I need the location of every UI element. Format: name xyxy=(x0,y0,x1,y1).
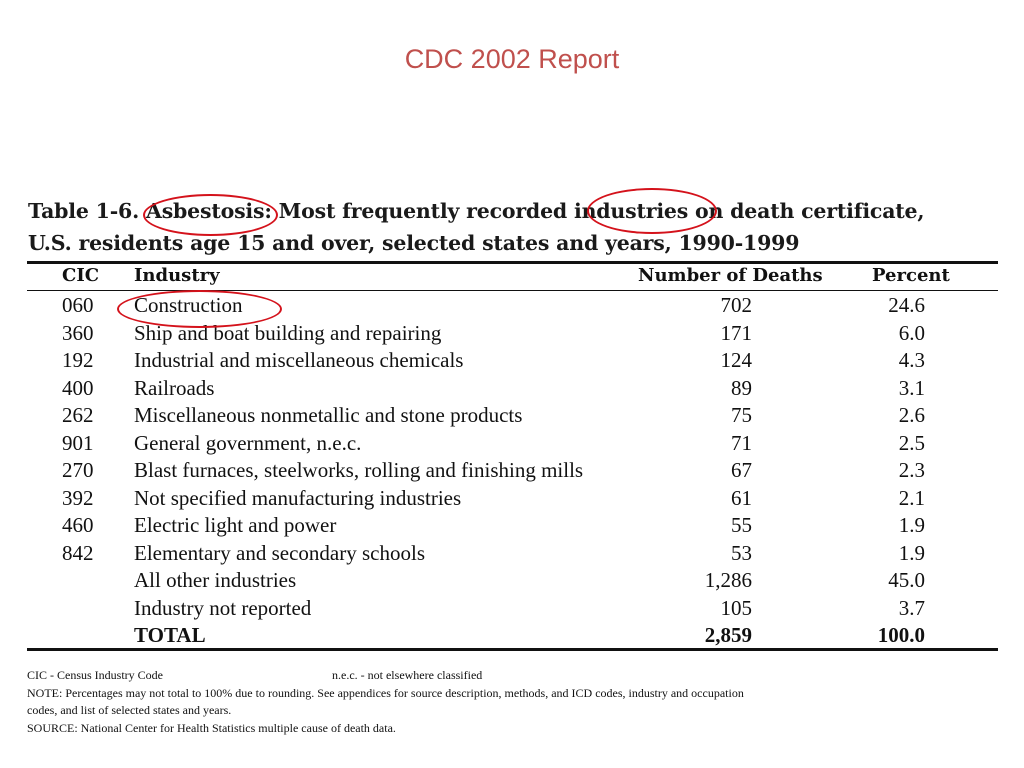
footnote-note-line-1: NOTE: Percentages may not total to 100% … xyxy=(27,685,744,700)
header-cic: CIC xyxy=(62,265,100,286)
cell-percent: 2.3 xyxy=(898,458,925,482)
table-body: 060 Construction 702 24.6 360 Ship and b… xyxy=(0,292,1024,650)
cell-industry: Miscellaneous nonmetallic and stone prod… xyxy=(134,403,523,427)
total-label: TOTAL xyxy=(134,623,206,647)
cell-percent: 3.7 xyxy=(898,595,925,620)
cell-cic: 360 xyxy=(62,320,94,345)
table-row: 060 Construction 702 24.6 xyxy=(0,292,1024,320)
table-total-row: TOTAL 2,859 100.0 xyxy=(0,622,1024,650)
table-caption: Table 1-6. Asbestosis: Most frequently r… xyxy=(28,195,1018,259)
cell-percent: 2.1 xyxy=(898,485,925,510)
header-industry: Industry xyxy=(134,265,220,286)
cell-industry: Blast furnaces, steelworks, rolling and … xyxy=(134,458,584,482)
cell-percent: 1.9 xyxy=(898,540,925,565)
cell-cic: 400 xyxy=(62,375,94,400)
table-row: 262 Miscellaneous nonmetallic and stone … xyxy=(0,402,1024,430)
table-row: 392 Not specified manufacturing industri… xyxy=(0,485,1024,513)
cell-cic: 060 xyxy=(62,293,94,317)
footnote-source: SOURCE: National Center for Health Stati… xyxy=(27,720,396,735)
cell-deaths: 61 xyxy=(731,485,752,510)
cell-industry: Construction xyxy=(134,293,243,317)
cell-percent: 2.6 xyxy=(898,403,925,427)
cell-cic: 460 xyxy=(62,513,94,537)
total-percent: 100.0 xyxy=(877,623,925,647)
table-bottom-rule xyxy=(27,648,998,651)
table-top-rule xyxy=(27,261,998,264)
cell-cic: 901 xyxy=(62,430,94,455)
caption-line-2: U.S. residents age 15 and over, selected… xyxy=(28,231,800,255)
table-row: 460 Electric light and power 55 1.9 xyxy=(0,512,1024,540)
cell-deaths: 89 xyxy=(731,375,752,400)
cell-percent: 1.9 xyxy=(898,513,925,537)
cell-deaths: 171 xyxy=(720,320,753,345)
cell-percent: 4.3 xyxy=(898,348,925,372)
cell-deaths: 105 xyxy=(720,595,753,620)
table-header-rule xyxy=(27,290,998,291)
cell-deaths: 1,286 xyxy=(704,568,752,592)
header-deaths: Number of Deaths xyxy=(638,265,823,286)
header-percent: Percent xyxy=(872,265,950,286)
cell-industry: Ship and boat building and repairing xyxy=(134,320,442,345)
cell-percent: 45.0 xyxy=(888,568,925,592)
table-row: 192 Industrial and miscellaneous chemica… xyxy=(0,347,1024,375)
cell-deaths: 702 xyxy=(720,293,753,317)
total-deaths: 2,859 xyxy=(704,623,752,647)
cell-industry: General government, n.e.c. xyxy=(134,430,362,455)
cell-cic: 192 xyxy=(62,348,94,372)
cell-deaths: 71 xyxy=(731,430,752,455)
table-row: 901 General government, n.e.c. 71 2.5 xyxy=(0,430,1024,458)
cell-industry: Not specified manufacturing industries xyxy=(134,485,462,510)
cell-percent: 6.0 xyxy=(898,320,925,345)
cell-cic: 270 xyxy=(62,458,94,482)
cell-deaths: 75 xyxy=(731,403,752,427)
cell-industry: Elementary and secondary schools xyxy=(134,540,425,565)
table-row: 270 Blast furnaces, steelworks, rolling … xyxy=(0,457,1024,485)
table-row: 360 Ship and boat building and repairing… xyxy=(0,320,1024,348)
cell-industry: All other industries xyxy=(134,568,297,592)
footnote-cic-definition: CIC - Census Industry Code xyxy=(27,668,163,682)
footnote-note-line-2: codes, and list of selected states and y… xyxy=(27,703,232,717)
cell-percent: 24.6 xyxy=(888,293,925,317)
caption-line-1: Table 1-6. Asbestosis: Most frequently r… xyxy=(28,199,925,223)
cell-deaths: 67 xyxy=(731,458,752,482)
table-row: 842 Elementary and secondary schools 53 … xyxy=(0,540,1024,568)
footnotes: CIC - Census Industry Code n.e.c. - not … xyxy=(27,667,1007,737)
cell-deaths: 55 xyxy=(731,513,752,537)
cell-industry: Industry not reported xyxy=(134,595,312,620)
table-row: Industry not reported 105 3.7 xyxy=(0,595,1024,623)
cell-deaths: 53 xyxy=(731,540,752,565)
cell-industry: Railroads xyxy=(134,375,215,400)
cell-industry: Industrial and miscellaneous chemicals xyxy=(134,348,464,372)
slide-title: CDC 2002 Report xyxy=(404,44,620,74)
footnote-nec-definition: n.e.c. - not elsewhere classified xyxy=(332,668,483,682)
table-row: All other industries 1,286 45.0 xyxy=(0,567,1024,595)
cell-industry: Electric light and power xyxy=(134,513,337,537)
cell-percent: 3.1 xyxy=(898,375,925,400)
table-row: 400 Railroads 89 3.1 xyxy=(0,375,1024,403)
cell-percent: 2.5 xyxy=(898,430,925,455)
cell-cic: 392 xyxy=(62,485,94,510)
cell-cic: 262 xyxy=(62,403,94,427)
cell-deaths: 124 xyxy=(720,348,753,372)
cell-cic: 842 xyxy=(62,540,94,565)
